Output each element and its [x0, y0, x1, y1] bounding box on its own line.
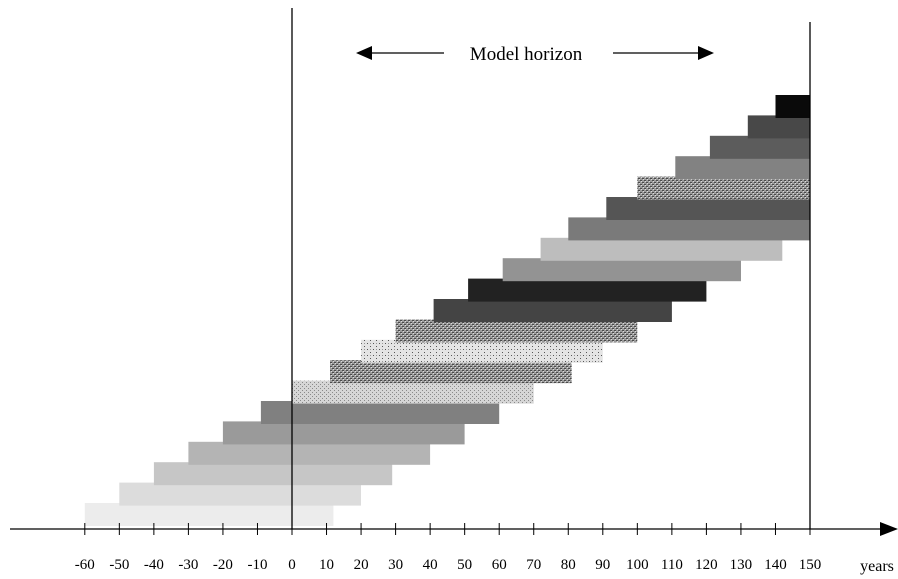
x-tick-label: 100 [626, 557, 649, 573]
bar-9 [361, 339, 603, 363]
x-tick-label: -50 [109, 557, 129, 573]
bar-2 [119, 482, 361, 506]
x-tick-label: 120 [695, 557, 718, 573]
bar-20 [747, 115, 810, 139]
x-tick-label: 110 [661, 557, 683, 573]
x-tick-label: -60 [75, 557, 95, 573]
x-tick-label: 30 [388, 557, 403, 573]
bar-11 [433, 299, 672, 322]
ticks-layer: -60 -50 -40 -30 -20 -10 0 10 20 30 40 50 60 70 80 90 100… [75, 523, 821, 573]
x-tick-label: -20 [213, 557, 233, 573]
x-tick-label: 70 [526, 557, 541, 573]
bar-4 [188, 441, 431, 465]
bar-10 [395, 319, 638, 343]
x-tick-label: 50 [457, 557, 472, 573]
x-tick-label: 20 [354, 557, 369, 573]
model-horizon-label: Model horizon [470, 44, 583, 65]
bar-16 [606, 197, 810, 220]
horizon-arrow-right-head [698, 46, 714, 60]
bar-12 [468, 278, 707, 302]
bar-14 [540, 237, 783, 261]
x-tick-label: 150 [799, 557, 822, 573]
x-tick-label: 130 [730, 557, 753, 573]
lines-layer [10, 8, 898, 536]
bar-18 [675, 156, 810, 180]
x-tick-label: -10 [247, 557, 267, 573]
model-horizon-annotation: Model horizon [356, 44, 714, 65]
x-tick-label: -40 [144, 557, 164, 573]
bar-8 [330, 360, 572, 384]
x-tick-label: 60 [492, 557, 507, 573]
bars-layer [84, 95, 810, 526]
x-axis-arrowhead [880, 522, 898, 536]
horizon-arrow-left-head [356, 46, 372, 60]
x-tick-label: 40 [423, 557, 438, 573]
x-tick-label: -30 [178, 557, 198, 573]
bar-3 [153, 462, 393, 486]
bar-15 [568, 217, 810, 241]
x-tick-label: 90 [595, 557, 610, 573]
bar-19 [709, 135, 810, 159]
x-tick-label: 10 [319, 557, 334, 573]
bar-6 [260, 401, 500, 424]
x-axis-label: years [860, 558, 894, 575]
bar-7 [292, 380, 534, 404]
x-tick-label: 140 [764, 557, 787, 573]
bar-21 [775, 95, 810, 118]
x-tick-label: 80 [561, 557, 576, 573]
bar-5 [222, 421, 465, 445]
bar-13 [502, 258, 741, 282]
x-tick-label: 0 [288, 557, 296, 573]
bar-1 [84, 503, 334, 526]
bar-17 [637, 176, 810, 200]
